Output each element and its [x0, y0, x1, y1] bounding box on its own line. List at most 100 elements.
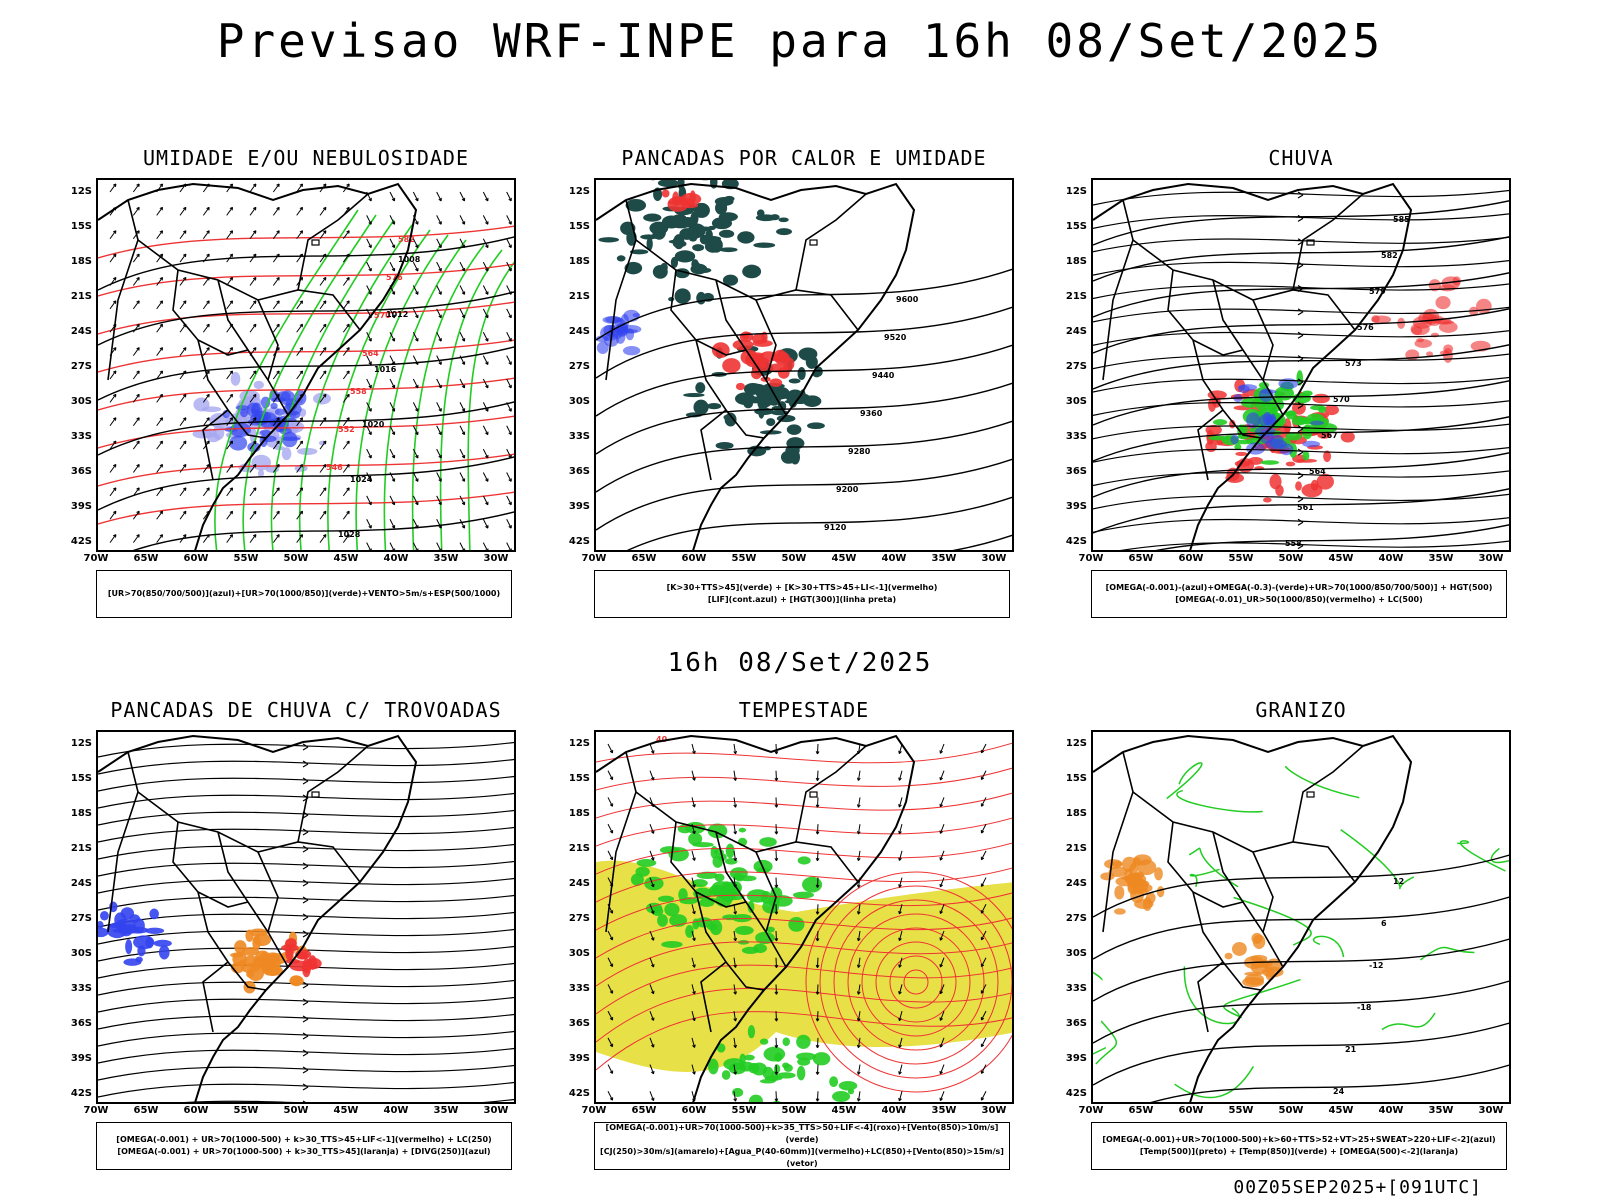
- wind-vector-head: [276, 487, 280, 491]
- contour-line: [98, 401, 514, 456]
- wind-vector: [506, 355, 512, 365]
- lat-tick-label: 12S: [1065, 186, 1087, 197]
- wind-vector: [272, 230, 280, 240]
- wind-vector: [179, 370, 187, 380]
- wind-vector-head: [508, 548, 512, 550]
- wind850-area: [747, 1025, 756, 1039]
- wind-vector: [389, 215, 395, 225]
- wind-vector: [202, 347, 210, 356]
- wind-vector-head: [346, 323, 350, 328]
- omega-ur50-area: [1296, 458, 1318, 463]
- wind-vector: [156, 393, 163, 403]
- wind-vector-head: [733, 1098, 738, 1102]
- state-border: [1197, 409, 1224, 481]
- wind-vector: [691, 770, 696, 781]
- wind-vector: [296, 183, 303, 193]
- streamline: [1093, 493, 1509, 510]
- wind-vector-head: [461, 314, 466, 319]
- wind-vector: [649, 1064, 655, 1075]
- wind-vector-head: [508, 314, 512, 319]
- humidity-mid-level: [260, 396, 271, 409]
- wind-vector-head: [112, 440, 117, 445]
- state-border: [1252, 289, 1356, 331]
- wind850-area: [747, 900, 755, 913]
- wind850-area: [696, 871, 719, 880]
- wind-vector: [607, 957, 613, 967]
- panel-title: TEMPESTADE: [738, 698, 870, 722]
- lat-tick-label: 33S: [568, 983, 590, 994]
- omega-ur50-area: [1295, 481, 1302, 491]
- k-tts-area: [788, 397, 798, 408]
- wind-vector: [202, 417, 210, 427]
- wind-vector: [607, 743, 613, 754]
- wind-vector-head: [159, 534, 164, 538]
- wind-vector-head: [415, 268, 419, 272]
- lat-tick-label: 27S: [568, 913, 590, 924]
- k-tts-area: [780, 450, 797, 464]
- wind-vector: [249, 393, 257, 403]
- wind-vector-head: [438, 408, 442, 412]
- wind-vector-head: [415, 501, 419, 506]
- humidity-mid-level: [192, 429, 213, 439]
- k-tts-area: [797, 367, 806, 381]
- wind-vector-head: [112, 253, 117, 258]
- divg-area: [145, 936, 154, 949]
- wind-vector: [412, 448, 419, 459]
- wind-vector-head: [391, 314, 396, 319]
- k-tts-area: [692, 244, 705, 252]
- contour-line: [596, 420, 1012, 493]
- wind-vector-head: [391, 268, 396, 272]
- wind-vector: [319, 370, 327, 380]
- lat-tick-label: 33S: [70, 431, 92, 442]
- temp850-contour: [1176, 789, 1263, 813]
- humidity-low-level: [242, 214, 377, 550]
- omega500-area: [1244, 973, 1265, 986]
- lat-tick-label: 30S: [568, 396, 590, 407]
- contour-label: 576: [386, 273, 403, 282]
- omega-blue-area: [1302, 440, 1321, 448]
- lc850-streamline: [596, 941, 1012, 987]
- wind-vector-head: [229, 510, 234, 515]
- wind-vector: [980, 1091, 987, 1101]
- wind-vector-head: [508, 244, 512, 249]
- forecast-map: 12 6 -12 -18 21 24: [1091, 730, 1511, 1104]
- wind-vector-head: [182, 487, 187, 491]
- wind-vector-head: [136, 510, 140, 515]
- wind-vector: [249, 253, 257, 263]
- wind-vector: [156, 370, 163, 380]
- wind-vector-head: [461, 384, 466, 389]
- wind-vector: [459, 332, 465, 342]
- wind-vector: [733, 850, 737, 861]
- streamline-arrow: [302, 1066, 309, 1074]
- wind-vector: [412, 495, 419, 506]
- lat-tick-label: 15S: [568, 221, 590, 232]
- lat-tick-label: 39S: [1065, 1053, 1087, 1064]
- k-tts-area: [807, 422, 825, 430]
- omega-ur50-area: [1316, 473, 1334, 490]
- temp850-contour: [1188, 847, 1239, 888]
- wind-vector-head: [182, 276, 187, 281]
- lat-tick-label: 24S: [1065, 326, 1087, 337]
- wind-vector-head: [112, 487, 117, 491]
- wind-vector-head: [980, 1017, 985, 1021]
- wind-vector-head: [346, 393, 350, 398]
- wind-vector: [319, 393, 327, 403]
- k-tts-area: [707, 225, 716, 231]
- humidity-low-level: [298, 224, 413, 550]
- wind-vector: [506, 519, 512, 529]
- wind-vector-head: [415, 548, 419, 550]
- wind-vector-head: [438, 197, 442, 202]
- state-border: [137, 239, 279, 381]
- wind-vector: [342, 510, 350, 520]
- lon-tick-label: 70W: [581, 1105, 607, 1116]
- wind-vector: [857, 770, 861, 781]
- wind-vector: [733, 1064, 737, 1075]
- wind-vector: [482, 378, 489, 389]
- wind-vector-head: [206, 370, 210, 374]
- lon-tick-label: 40W: [881, 1105, 907, 1116]
- wind-vector: [691, 957, 696, 968]
- wind-vector-head: [815, 911, 820, 915]
- wind-vector-head: [692, 1017, 696, 1022]
- omega-blue-area: [1238, 384, 1258, 391]
- wind-vector-head: [206, 323, 210, 328]
